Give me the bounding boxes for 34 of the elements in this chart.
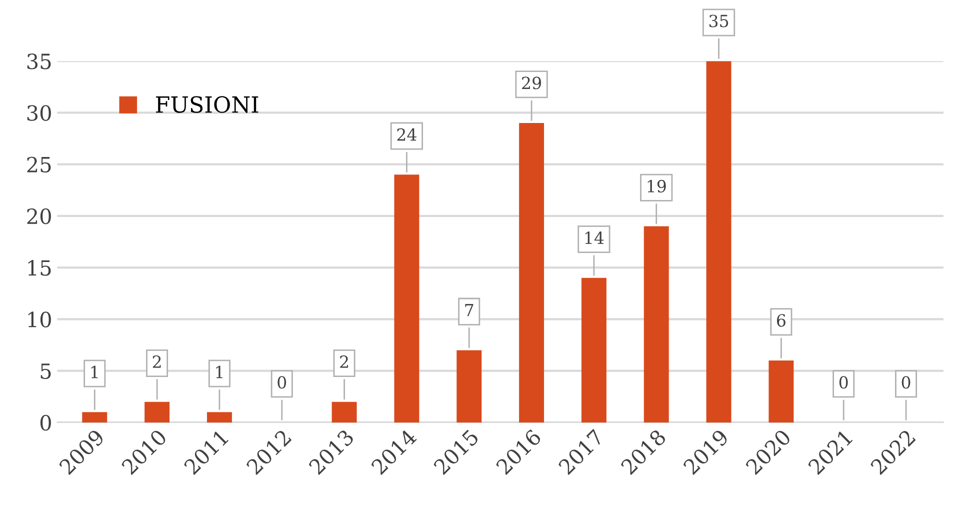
data-label: 7 xyxy=(465,304,474,316)
bar xyxy=(82,412,108,422)
bar xyxy=(706,61,732,422)
data-label: 6 xyxy=(777,314,786,327)
data-label: 2 xyxy=(152,355,161,368)
data-label: 1 xyxy=(216,366,222,378)
y-tick-label: 15 xyxy=(28,260,51,276)
y-tick-label: 35 xyxy=(27,54,51,70)
bar xyxy=(332,402,357,422)
data-label: 0 xyxy=(902,376,910,389)
y-tick-label: 25 xyxy=(27,156,51,173)
bar xyxy=(394,174,420,422)
data-label: 19 xyxy=(648,180,666,192)
legend-label: FUSIONI xyxy=(156,96,258,113)
data-label: 14 xyxy=(585,232,604,244)
data-label: 35 xyxy=(709,14,728,28)
y-tick-label: 0 xyxy=(40,414,51,431)
bar xyxy=(519,123,544,422)
bar xyxy=(581,278,606,422)
data-label: 1 xyxy=(91,366,98,378)
bar xyxy=(206,412,232,422)
y-tick-label: 10 xyxy=(28,312,51,328)
y-tick-label: 30 xyxy=(27,105,51,121)
data-label: 24 xyxy=(397,128,416,141)
bar xyxy=(456,350,482,422)
data-label: 29 xyxy=(522,76,542,90)
bar xyxy=(144,402,170,422)
y-tick-label: 20 xyxy=(27,208,51,224)
bar xyxy=(768,360,794,422)
y-tick-label: 5 xyxy=(40,364,51,380)
bar xyxy=(644,226,669,422)
data-label: 2 xyxy=(340,355,348,368)
data-label: 0 xyxy=(839,376,848,389)
data-label: 0 xyxy=(278,376,286,389)
